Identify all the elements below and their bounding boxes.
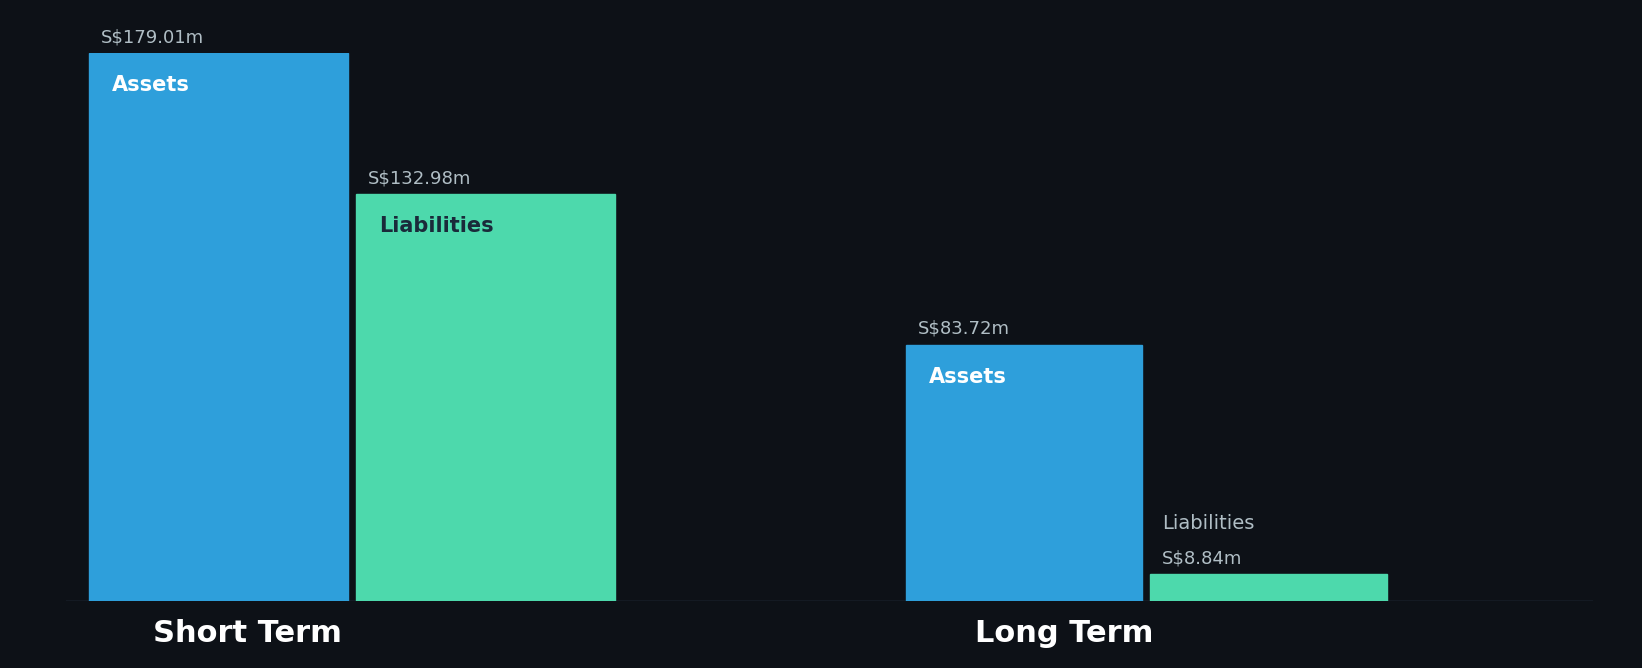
Bar — [356, 194, 616, 601]
Text: Assets: Assets — [928, 367, 1007, 387]
Text: Long Term: Long Term — [975, 619, 1153, 648]
Text: Liabilities: Liabilities — [379, 216, 493, 236]
Text: Liabilities: Liabilities — [1163, 514, 1254, 533]
Bar — [906, 345, 1143, 601]
Bar — [1149, 574, 1386, 601]
Text: S$83.72m: S$83.72m — [918, 320, 1010, 338]
Bar — [89, 53, 348, 601]
Text: S$8.84m: S$8.84m — [1163, 549, 1243, 567]
Text: S$179.01m: S$179.01m — [100, 28, 204, 46]
Text: Short Term: Short Term — [153, 619, 342, 648]
Text: S$132.98m: S$132.98m — [368, 169, 471, 187]
Text: Assets: Assets — [112, 75, 189, 96]
